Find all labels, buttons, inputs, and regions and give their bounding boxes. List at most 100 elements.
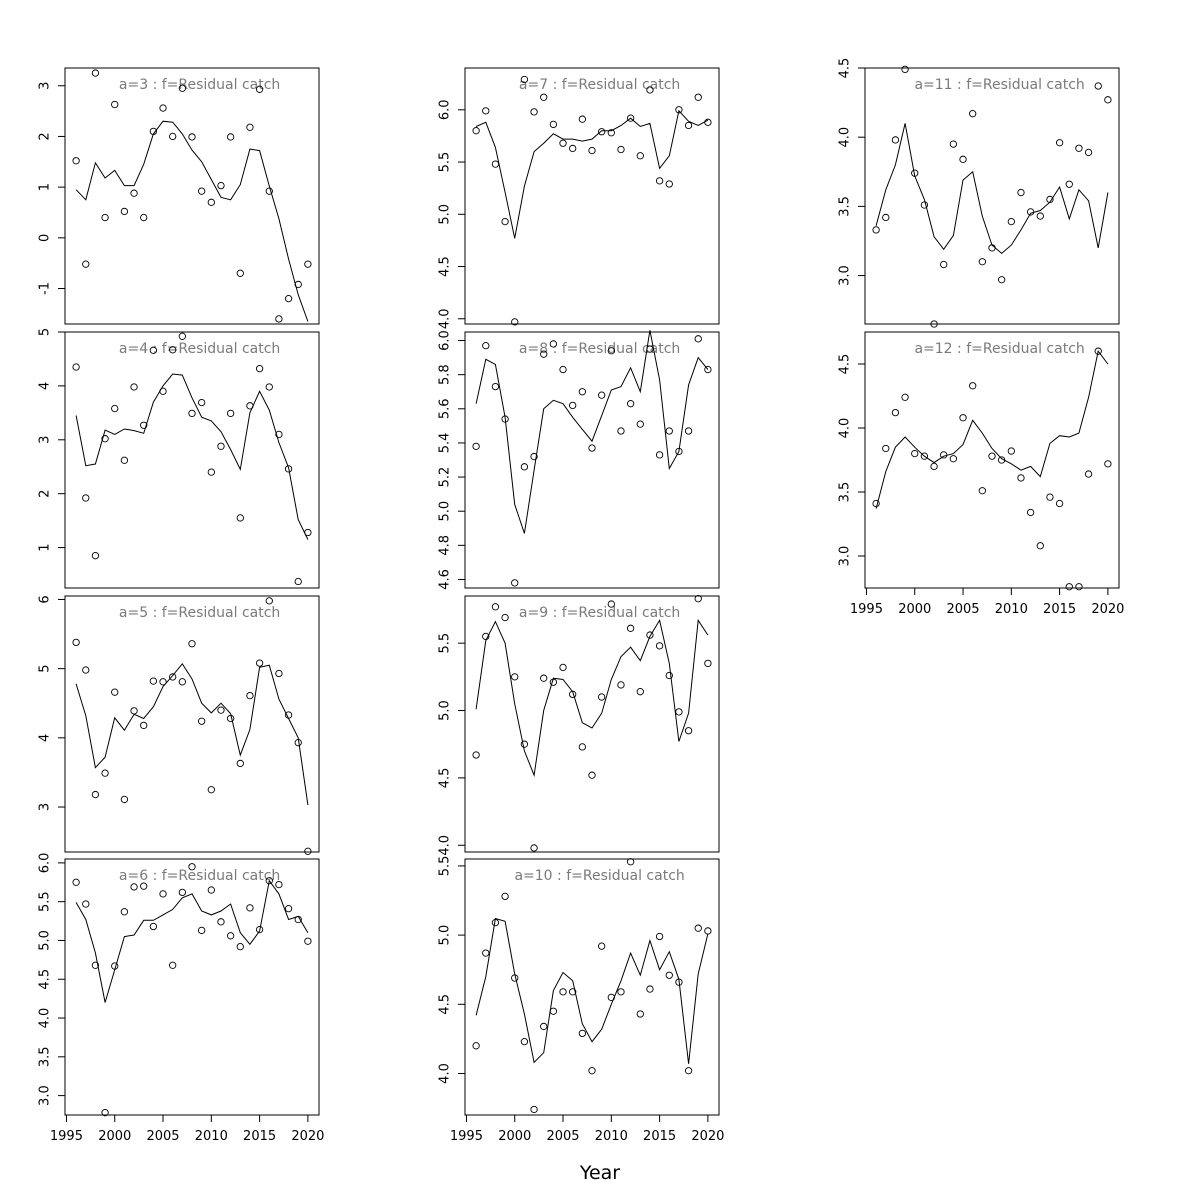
panel-frame	[464, 595, 720, 853]
observed-point	[684, 427, 693, 435]
observed-point	[265, 383, 273, 391]
observed-point	[304, 528, 312, 537]
observed-point	[704, 118, 712, 126]
observed-point	[1084, 470, 1093, 478]
observed-point	[511, 673, 519, 681]
y-tick-label: 4.0	[438, 835, 453, 856]
y-tick-label: 2	[38, 132, 53, 140]
fitted-line	[75, 879, 309, 1003]
observed-point	[501, 217, 509, 226]
observed-point	[207, 886, 215, 894]
observed-point	[1007, 447, 1015, 455]
observed-point	[569, 144, 577, 153]
observed-point	[72, 878, 80, 886]
observed-point	[111, 404, 119, 413]
observed-point	[207, 468, 215, 476]
observed-point	[236, 514, 244, 522]
observed-point	[588, 146, 596, 155]
observed-point	[188, 640, 196, 648]
observed-point	[82, 260, 90, 268]
y-tick-label: 3.0	[38, 1085, 53, 1106]
observed-point	[284, 295, 293, 303]
observed-point	[501, 613, 509, 622]
observed-point	[1094, 347, 1102, 355]
observed-point	[120, 795, 129, 804]
y-tick-label: 0	[38, 234, 53, 242]
y-tick-label: 4.5	[438, 768, 453, 789]
x-tick-label: 2005	[946, 602, 979, 617]
observed-point	[694, 595, 702, 603]
observed-point	[626, 114, 635, 122]
observed-point	[101, 213, 109, 222]
y-tick-label: 6.0	[38, 853, 53, 874]
x-tick-label: 1995	[850, 602, 883, 617]
observed-point	[704, 365, 712, 374]
observed-point	[1055, 139, 1064, 147]
panel-frame	[64, 67, 320, 325]
observed-point	[636, 420, 644, 428]
x-tick-label: 2005	[546, 1129, 579, 1144]
observed-point	[520, 463, 529, 471]
observed-point	[959, 414, 967, 422]
y-tick-label: 5.0	[38, 930, 53, 951]
observed-point	[598, 942, 606, 950]
observed-point	[607, 993, 615, 1002]
observed-point	[559, 663, 567, 672]
observed-point	[872, 499, 880, 508]
observed-point	[920, 452, 929, 460]
observed-point	[646, 345, 654, 353]
panel-10: a=12 : f=Residual catch 3.0 3.5 4.0 4.5 1995 2…	[838, 331, 1124, 617]
observed-point	[472, 751, 480, 759]
panel-7: a=9 : f=Residual catch 4.0 4.5 5.0 5.5	[438, 595, 720, 856]
observed-point	[920, 201, 929, 209]
observed-point	[930, 320, 938, 328]
x-tick-label: 1995	[450, 1129, 483, 1144]
x-tick-label: 2015	[1043, 602, 1076, 617]
observed-point	[207, 198, 215, 206]
observed-point	[607, 347, 615, 355]
observed-point	[930, 462, 938, 471]
observed-point	[1036, 212, 1044, 220]
y-tick-label: 3.0	[838, 546, 853, 567]
observed-point	[617, 681, 625, 689]
observed-point	[530, 452, 538, 461]
observed-point	[217, 442, 225, 450]
observed-point	[130, 707, 138, 715]
observed-point	[1104, 460, 1112, 468]
y-tick-label: 5.5	[438, 856, 453, 877]
observed-point	[684, 121, 693, 130]
observed-point	[694, 93, 702, 101]
observed-point	[675, 978, 683, 986]
observed-point	[304, 937, 312, 945]
y-tick-label: -1	[38, 282, 53, 295]
x-tick-label: 2000	[898, 602, 931, 617]
observed-point	[598, 128, 606, 136]
observed-point	[665, 180, 673, 188]
observed-point	[130, 883, 138, 891]
observed-point	[901, 393, 909, 401]
observed-point	[255, 659, 264, 667]
y-tick-label: 4.5	[438, 256, 453, 277]
observed-point	[949, 140, 958, 148]
observed-point	[978, 258, 986, 266]
observed-point	[988, 244, 996, 252]
observed-point	[501, 892, 509, 901]
observed-point	[284, 711, 293, 719]
y-tick-label: 5.2	[438, 467, 453, 488]
observed-point	[569, 988, 577, 996]
y-tick-label: 5.0	[438, 204, 453, 225]
observed-point	[684, 727, 693, 735]
y-tick-label: 5.5	[38, 891, 53, 912]
panel-frame	[864, 67, 1120, 325]
observed-point	[1026, 208, 1035, 216]
y-tick-label: 5.5	[438, 152, 453, 173]
observed-point	[246, 691, 254, 700]
observed-point	[217, 706, 225, 714]
observed-point	[275, 880, 283, 889]
y-tick-label: 5.6	[438, 398, 453, 419]
panel-1: a=3 : f=Residual catch -1 0 1 2 3	[38, 67, 320, 325]
observed-point	[91, 961, 100, 969]
observed-point	[140, 721, 148, 730]
observed-point	[198, 717, 206, 725]
observed-point	[911, 449, 919, 458]
